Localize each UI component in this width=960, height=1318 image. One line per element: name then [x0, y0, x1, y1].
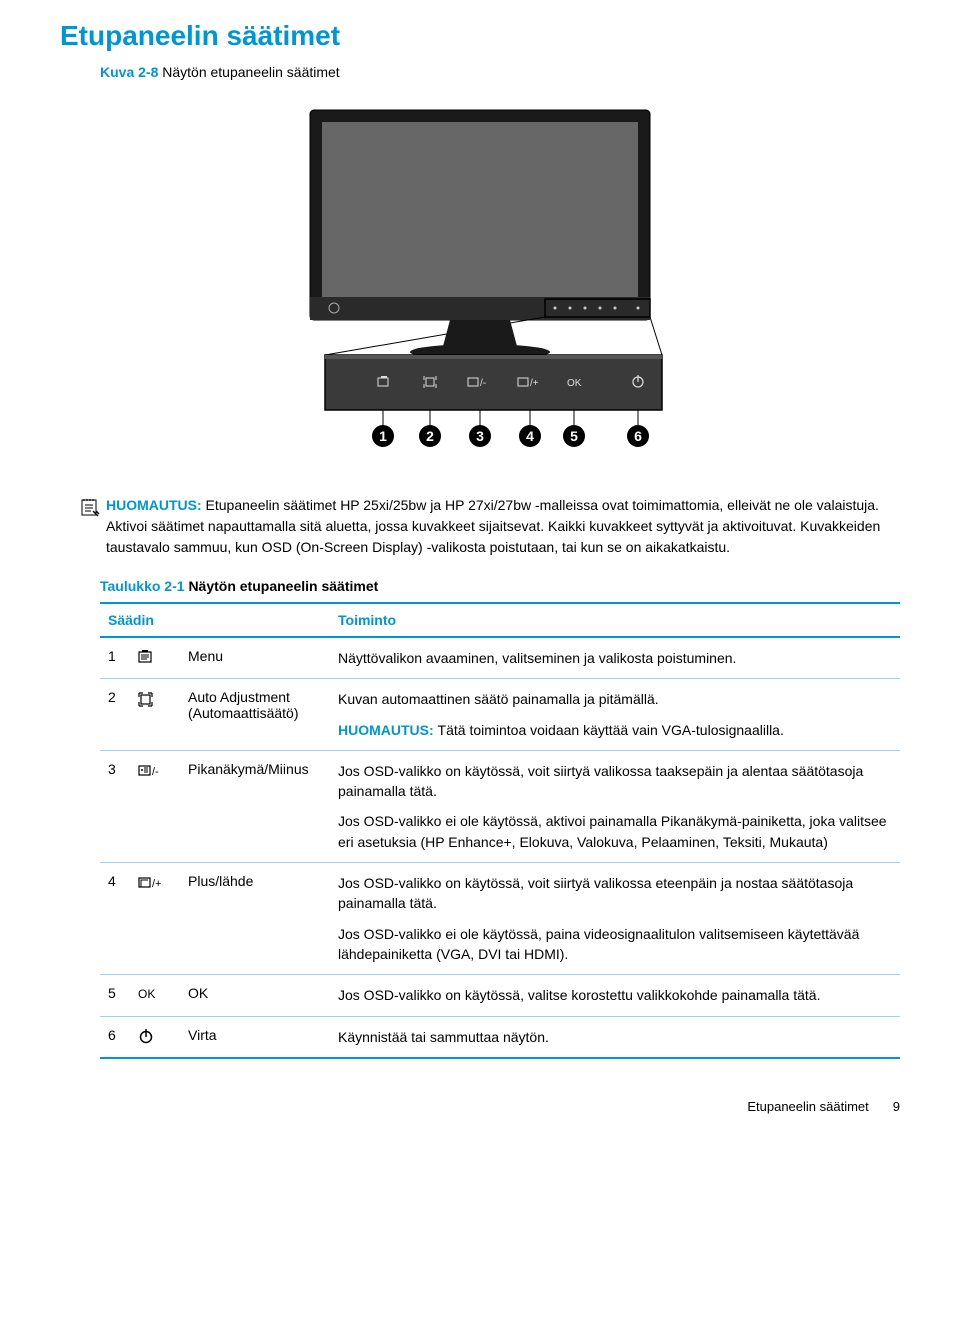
note-body: Etupaneelin säätimet HP 25xi/25bw ja HP …: [106, 497, 880, 555]
description-paragraph: Jos OSD-valikko on käytössä, voit siirty…: [338, 761, 892, 802]
note-icon: [80, 497, 100, 523]
table-row: 4 /+ Plus/lähdeJos OSD-valikko on käytössä…: [100, 863, 900, 975]
header-function: Toiminto: [330, 603, 900, 637]
svg-text:/+: /+: [530, 378, 539, 389]
control-name: Pikanäkymä/Miinus: [180, 750, 330, 862]
description-paragraph: Kuvan automaattinen säätö painamalla ja …: [338, 689, 892, 709]
svg-text:4: 4: [526, 428, 534, 444]
svg-text:3: 3: [476, 428, 484, 444]
table-row: 5OKOKJos OSD-valikko on käytössä, valits…: [100, 975, 900, 1016]
svg-text:OK: OK: [567, 378, 582, 389]
controls-table: Säädin Toiminto 1 Menu Näyttövalikon avaam…: [100, 602, 900, 1059]
table-row: 2 Auto Adjustment (Automaattisäätö) Kuvan …: [100, 679, 900, 751]
svg-text:/-: /-: [480, 378, 486, 389]
description-paragraph: Näyttövalikon avaaminen, valitseminen ja…: [338, 648, 892, 668]
description-paragraph: Jos OSD-valikko ei ole käytössä, aktivoi…: [338, 811, 892, 852]
monitor-illustration: /- /+ OK 1 2 3 4 5: [240, 100, 720, 460]
footer-page-number: 9: [893, 1099, 900, 1114]
table-caption-text: Näytön etupaneelin säätimet: [188, 578, 378, 594]
svg-text:2: 2: [426, 428, 434, 444]
inline-note-label: HUOMAUTUS:: [338, 722, 438, 738]
menu-icon: [130, 637, 180, 679]
row-number: 4: [100, 863, 130, 975]
row-number: 3: [100, 750, 130, 862]
table-caption-number: Taulukko 2-1: [100, 578, 185, 594]
svg-text:1: 1: [379, 428, 387, 444]
control-name: Plus/lähde: [180, 863, 330, 975]
callout-bubbles: 1 2 3 4 5 6: [372, 425, 649, 447]
table-caption: Taulukko 2-1 Näytön etupaneelin säätimet: [100, 578, 900, 594]
figure-caption: Kuva 2-8 Näytön etupaneelin säätimet: [100, 64, 900, 80]
footer-title: Etupaneelin säätimet: [747, 1099, 868, 1114]
svg-text:6: 6: [634, 428, 642, 444]
description-paragraph: HUOMAUTUS: Tätä toimintoa voidaan käyttä…: [338, 720, 892, 740]
row-number: 2: [100, 679, 130, 751]
page-footer: Etupaneelin säätimet 9: [60, 1099, 900, 1114]
table-row: 6 Virta Käynnistää tai sammuttaa näytön.: [100, 1016, 900, 1058]
plus-icon: /+: [130, 863, 180, 975]
control-name: Auto Adjustment (Automaattisäätö): [180, 679, 330, 751]
controls-table-body: 1 Menu Näyttövalikon avaaminen, valitsemin…: [100, 637, 900, 1058]
control-name: Menu: [180, 637, 330, 679]
header-control: Säädin: [100, 603, 330, 637]
row-number: 1: [100, 637, 130, 679]
description-paragraph: Jos OSD-valikko ei ole käytössä, paina v…: [338, 924, 892, 965]
note-label: HUOMAUTUS:: [106, 497, 202, 513]
svg-text:/-: /-: [152, 766, 159, 778]
power-icon: [130, 1016, 180, 1058]
description-paragraph: Jos OSD-valikko on käytössä, valitse kor…: [338, 985, 892, 1005]
control-description: Kuvan automaattinen säätö painamalla ja …: [330, 679, 900, 751]
control-description: Käynnistää tai sammuttaa näytön.: [330, 1016, 900, 1058]
description-paragraph: Käynnistää tai sammuttaa näytön.: [338, 1027, 892, 1047]
control-description: Jos OSD-valikko on käytössä, valitse kor…: [330, 975, 900, 1016]
control-description: Näyttövalikon avaaminen, valitseminen ja…: [330, 637, 900, 679]
inline-note-text: Tätä toimintoa voidaan käyttää vain VGA-…: [438, 722, 784, 738]
svg-text:5: 5: [570, 428, 578, 444]
figure-caption-number: Kuva 2-8: [100, 64, 158, 80]
figure-caption-text: Näytön etupaneelin säätimet: [162, 64, 339, 80]
ok-icon: OK: [130, 975, 180, 1016]
description-paragraph: Jos OSD-valikko on käytössä, voit siirty…: [338, 873, 892, 914]
control-name: Virta: [180, 1016, 330, 1058]
control-name: OK: [180, 975, 330, 1016]
control-description: Jos OSD-valikko on käytössä, voit siirty…: [330, 750, 900, 862]
table-row: 3 /- Pikanäkymä/MiinusJos OSD-valikko on k…: [100, 750, 900, 862]
svg-text:/+: /+: [152, 878, 161, 890]
control-description: Jos OSD-valikko on käytössä, voit siirty…: [330, 863, 900, 975]
auto-icon: [130, 679, 180, 751]
row-number: 6: [100, 1016, 130, 1058]
page-title: Etupaneelin säätimet: [60, 20, 900, 52]
table-row: 1 Menu Näyttövalikon avaaminen, valitsemin…: [100, 637, 900, 679]
monitor-figure: /- /+ OK 1 2 3 4 5: [60, 100, 900, 465]
row-number: 5: [100, 975, 130, 1016]
minus-icon: /-: [130, 750, 180, 862]
note-block: HUOMAUTUS: Etupaneelin säätimet HP 25xi/…: [80, 495, 900, 558]
